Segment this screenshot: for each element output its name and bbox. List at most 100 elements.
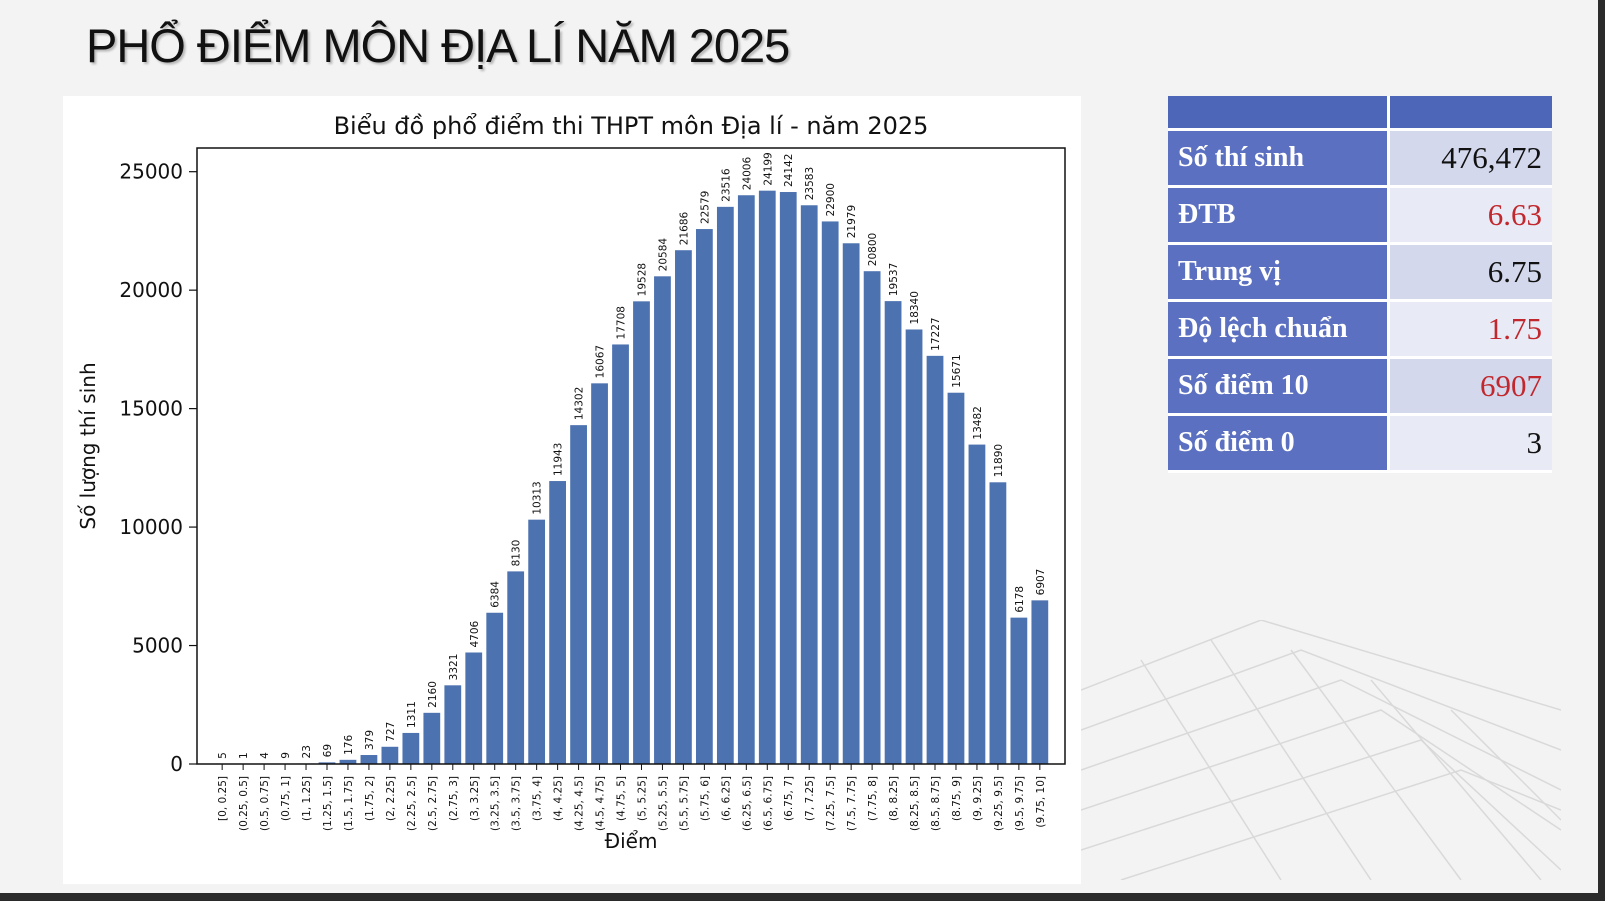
bar-value-label: 727: [385, 722, 397, 742]
y-axis-label: Số lượng thí sinh: [76, 362, 100, 529]
bar-value-label: 22900: [825, 183, 837, 216]
x-tick-label: (2, 2.25]: [385, 776, 397, 821]
stat-value: 6907: [1390, 359, 1552, 416]
chart-panel: Biểu đồ phổ điểm thi THPT môn Địa lí - n…: [63, 96, 1081, 884]
x-tick-label: (5.5, 5.75]: [678, 776, 690, 831]
bar: [737, 195, 755, 765]
stats-header-cell: [1390, 96, 1552, 131]
bar-value-label: 2160: [427, 681, 439, 708]
bar: [926, 355, 944, 764]
bar: [507, 571, 525, 764]
bar: [633, 301, 650, 764]
bar-value-label: 24142: [783, 154, 795, 187]
y-tick-label: 25000: [119, 160, 183, 184]
bar-value-label: 22579: [699, 191, 711, 224]
stats-table-header: [1168, 96, 1552, 131]
bar: [758, 190, 776, 764]
bar: [716, 206, 734, 764]
bar-value-label: 69: [322, 744, 334, 757]
bar: [947, 392, 965, 764]
bar: [444, 685, 462, 764]
bar: [381, 746, 399, 764]
x-tick-label: (6, 6.25]: [720, 776, 732, 821]
bar-value-label: 4: [259, 752, 271, 759]
x-tick-label: (2.75, 3]: [448, 776, 460, 821]
x-tick-label: (8, 8.25]: [888, 776, 900, 821]
slide-title: PHỔ ĐIỂM MÔN ĐỊA LÍ NĂM 2025: [86, 19, 790, 72]
bar-value-label: 20584: [657, 238, 669, 272]
bar-value-label: 6384: [490, 581, 502, 608]
x-tick-label: (3.75, 4]: [532, 776, 544, 821]
bar: [528, 519, 546, 764]
bar-value-label: 23516: [720, 168, 732, 202]
stats-header-cell: [1168, 96, 1390, 131]
bar-value-label: 6178: [1014, 586, 1026, 613]
bar-value-label: 15671: [951, 354, 963, 387]
stat-label: ĐTB: [1168, 188, 1390, 245]
y-tick-label: 5000: [132, 634, 183, 658]
stats-row: Độ lệch chuẩn 1.75: [1168, 302, 1552, 359]
bar-value-label: 18340: [909, 291, 921, 324]
bar-value-label: 11943: [553, 443, 565, 476]
bar: [654, 276, 671, 764]
x-tick-label: (9.25, 9.5]: [993, 776, 1005, 831]
x-axis-label: Điểm: [605, 829, 658, 853]
decorative-grid: [1081, 620, 1561, 880]
bar-value-label: 21979: [846, 205, 858, 238]
bar: [612, 344, 629, 764]
x-tick-label: (0.75, 1]: [280, 776, 292, 821]
x-tick-label: (4.25, 4.5]: [574, 776, 586, 831]
bar-value-label: 5: [217, 752, 229, 759]
bar-value-label: 1311: [406, 701, 418, 728]
bar: [905, 329, 923, 764]
bar-value-label: 14302: [574, 387, 586, 420]
x-tick-label: (5.25, 5.5]: [657, 776, 669, 831]
bar-value-label: 4706: [469, 620, 481, 647]
y-tick-label: 20000: [119, 278, 183, 302]
bar-value-label: 10313: [532, 481, 544, 514]
x-tick-label: (4, 4.25]: [553, 776, 565, 821]
x-tick-label: (1.25, 1.5]: [322, 776, 334, 831]
bar-value-label: 16067: [595, 345, 607, 378]
stat-value: 6.63: [1390, 188, 1552, 245]
stats-row: Số điểm 0 3: [1168, 416, 1552, 473]
bar-value-label: 23583: [804, 167, 816, 200]
stats-row: ĐTB 6.63: [1168, 188, 1552, 245]
bar-value-label: 8130: [511, 540, 523, 567]
bar-value-label: 6907: [1035, 569, 1047, 596]
x-tick-label: (3.25, 3.5]: [490, 776, 502, 831]
stats-row: Số điểm 10 6907: [1168, 359, 1552, 416]
bar: [423, 712, 441, 764]
bar-value-label: 24199: [762, 152, 774, 185]
bar-value-label: 21686: [678, 211, 690, 245]
y-tick-label: 15000: [119, 397, 183, 421]
bar: [591, 383, 608, 764]
x-tick-label: (7.5, 7.75]: [846, 776, 858, 831]
x-tick-label: (2.5, 2.75]: [427, 776, 439, 831]
stats-table: Số thí sinh 476,472 ĐTB 6.63 Trung vị 6.…: [1168, 96, 1552, 473]
bar-value-label: 176: [343, 734, 355, 754]
x-tick-label: (3.5, 3.75]: [511, 776, 523, 831]
stats-row: Số thí sinh 476,472: [1168, 131, 1552, 188]
bar: [465, 652, 483, 764]
bar: [1010, 617, 1028, 764]
x-tick-label: (0.25, 0.5]: [238, 776, 250, 831]
bar: [1031, 600, 1049, 764]
bar: [779, 192, 797, 764]
bar: [695, 229, 713, 764]
bar-value-label: 17227: [930, 317, 942, 350]
bar-value-label: 11890: [993, 444, 1005, 477]
x-tick-label: (4.5, 4.75]: [595, 776, 607, 831]
bar-value-label: 24006: [741, 157, 753, 191]
bar: [800, 205, 818, 765]
bar: [989, 482, 1007, 764]
stat-label: Số điểm 10: [1168, 359, 1390, 416]
stat-value: 476,472: [1390, 131, 1552, 188]
plot-frame: [196, 147, 1066, 765]
bar: [549, 481, 567, 764]
bar: [339, 759, 357, 764]
x-tick-label: (2.25, 2.5]: [406, 776, 418, 831]
score-distribution-chart: Biểu đồ phổ điểm thi THPT môn Địa lí - n…: [76, 112, 1066, 853]
bottom-border: [0, 893, 1605, 901]
bar: [821, 221, 839, 764]
